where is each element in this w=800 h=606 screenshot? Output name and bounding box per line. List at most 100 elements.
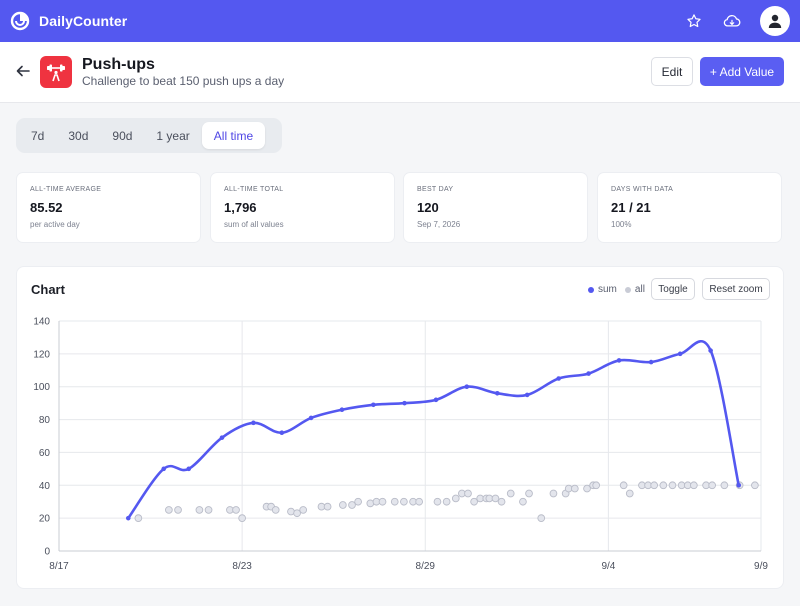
all-point bbox=[299, 506, 308, 514]
sum-point bbox=[251, 420, 256, 426]
sum-point bbox=[339, 407, 345, 413]
all-point bbox=[134, 514, 143, 522]
range-1-year[interactable]: 1 year bbox=[156, 128, 190, 143]
all-point bbox=[400, 497, 408, 506]
time-range-selector: 7d 30d 90d 1 year All time bbox=[16, 118, 282, 153]
y-tick-label: 0 bbox=[44, 547, 50, 558]
y-tick-label: 20 bbox=[39, 514, 51, 525]
all-point bbox=[519, 497, 527, 506]
logo-icon bbox=[10, 11, 30, 31]
range-90d[interactable]: 90d bbox=[112, 128, 133, 143]
reset-zoom-button[interactable]: Reset zoom bbox=[702, 278, 770, 300]
sum-point bbox=[524, 392, 530, 398]
legend-label: all bbox=[634, 284, 645, 295]
all-point bbox=[690, 481, 698, 490]
chart-panel: 0 20 40 60 80 100 120 140 8/17 8/23 8/29 9/4 9/9 Cha… bbox=[16, 266, 784, 589]
sum-point bbox=[708, 348, 713, 353]
cloud-sync-icon[interactable] bbox=[722, 11, 742, 31]
sum-point bbox=[494, 390, 500, 396]
all-point bbox=[506, 489, 515, 498]
stat-value: 85.52 bbox=[30, 200, 63, 215]
all-point bbox=[570, 484, 579, 493]
x-tick-label: 9/9 bbox=[754, 561, 768, 572]
legend-item-sum[interactable]: sum bbox=[588, 284, 617, 295]
legend-label: sum bbox=[598, 284, 617, 295]
user-icon bbox=[768, 14, 782, 28]
all-point bbox=[497, 497, 506, 506]
dumbbell-icon bbox=[47, 64, 65, 82]
top-bar: DailyCounter bbox=[0, 0, 800, 42]
sum-point bbox=[279, 430, 285, 436]
stat-card-total: ALL-TIME TOTAL 1,796 sum of all values bbox=[210, 172, 395, 243]
y-tick-label: 100 bbox=[33, 382, 50, 393]
stat-label: BEST DAY bbox=[417, 186, 454, 193]
sum-point bbox=[308, 415, 314, 421]
stat-label: ALL-TIME TOTAL bbox=[224, 186, 284, 193]
chart-title: Chart bbox=[31, 282, 65, 297]
x-tick-label: 9/4 bbox=[601, 561, 615, 572]
all-point bbox=[165, 506, 173, 514]
all-point bbox=[583, 484, 591, 493]
all-point bbox=[708, 481, 717, 490]
all-point bbox=[525, 489, 533, 498]
sum-point bbox=[433, 397, 439, 403]
all-point bbox=[491, 494, 500, 503]
x-tick-label: 8/29 bbox=[416, 561, 436, 572]
chart-legend: sum all bbox=[588, 284, 645, 295]
sum-point bbox=[556, 376, 561, 381]
all-point bbox=[232, 506, 240, 514]
all-point bbox=[659, 481, 668, 490]
all-point bbox=[650, 481, 659, 490]
chart-canvas[interactable]: 0 20 40 60 80 100 120 140 8/17 8/23 8/29 9/4 9/9 bbox=[17, 267, 785, 590]
add-value-button[interactable]: + Add Value bbox=[700, 57, 784, 86]
sum-point bbox=[402, 400, 407, 406]
all-point bbox=[537, 514, 546, 522]
all-point bbox=[451, 494, 460, 503]
stat-card-best-day: BEST DAY 120 Sep 7, 2026 bbox=[403, 172, 588, 243]
sum-point bbox=[371, 402, 376, 408]
page-title: Push-ups bbox=[82, 56, 155, 73]
y-tick-label: 40 bbox=[39, 481, 51, 492]
legend-swatch bbox=[588, 286, 594, 293]
all-point bbox=[271, 506, 280, 514]
sum-point bbox=[219, 435, 225, 440]
stat-label: ALL-TIME AVERAGE bbox=[30, 186, 102, 193]
page-subtitle: Challenge to beat 150 push ups a day bbox=[82, 74, 285, 88]
all-point bbox=[415, 497, 424, 506]
legend-item-all[interactable]: all bbox=[624, 284, 645, 295]
legend-swatch bbox=[624, 286, 631, 293]
range-7d[interactable]: 7d bbox=[31, 128, 45, 143]
brand[interactable]: DailyCounter bbox=[10, 11, 127, 31]
user-avatar[interactable] bbox=[760, 6, 790, 36]
range-all-time[interactable]: All time bbox=[201, 122, 266, 149]
stat-value: 21 / 21 bbox=[611, 200, 651, 215]
all-point bbox=[549, 489, 558, 498]
sum-point bbox=[736, 482, 742, 488]
stat-label: DAYS WITH DATA bbox=[611, 186, 674, 193]
stat-subtext: Sep 7, 2026 bbox=[417, 220, 461, 229]
edit-button[interactable]: Edit bbox=[651, 57, 693, 86]
toggle-button[interactable]: Toggle bbox=[651, 278, 695, 300]
all-point bbox=[204, 506, 213, 514]
sum-point bbox=[161, 466, 166, 472]
all-point bbox=[348, 501, 356, 509]
all-point bbox=[470, 497, 478, 506]
stat-card-days-with-data: DAYS WITH DATA 21 / 21 100% bbox=[597, 172, 782, 243]
sum-point bbox=[616, 358, 622, 363]
range-30d[interactable]: 30d bbox=[68, 128, 89, 143]
all-point bbox=[751, 481, 759, 490]
stat-value: 120 bbox=[417, 200, 439, 215]
app-name: DailyCounter bbox=[39, 13, 128, 29]
all-point bbox=[174, 506, 182, 514]
stat-card-average: ALL-TIME AVERAGE 85.52 per active day bbox=[16, 172, 201, 243]
counter-icon bbox=[40, 56, 72, 88]
stat-subtext: sum of all values bbox=[224, 220, 284, 229]
star-icon[interactable] bbox=[684, 11, 704, 31]
x-tick-label: 8/23 bbox=[232, 561, 252, 572]
sum-point bbox=[464, 384, 470, 390]
sum-point bbox=[648, 359, 654, 365]
all-point bbox=[378, 497, 387, 506]
all-point bbox=[720, 481, 729, 490]
y-tick-label: 140 bbox=[33, 317, 50, 328]
back-arrow-icon[interactable] bbox=[15, 63, 31, 79]
